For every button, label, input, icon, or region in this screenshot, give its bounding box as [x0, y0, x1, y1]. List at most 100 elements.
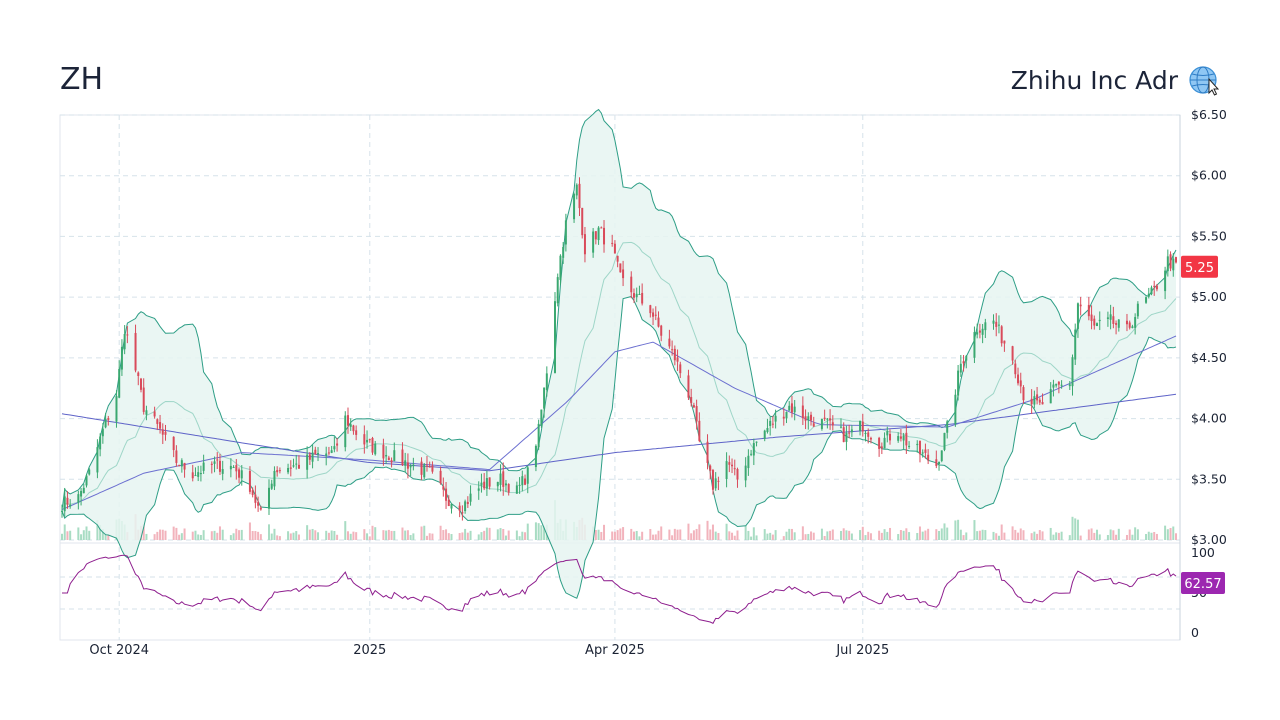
volume-bar [1019, 528, 1022, 540]
candle-body [85, 475, 88, 486]
candle-body [1155, 285, 1158, 290]
candle-body [848, 432, 851, 434]
candle-body [390, 460, 393, 463]
volume-bar [355, 532, 358, 540]
candle-body [477, 488, 480, 491]
candle-body [812, 423, 815, 427]
candle-body [77, 494, 80, 503]
candle-body [869, 437, 872, 440]
candle-body [480, 482, 483, 486]
candle-body [1147, 293, 1150, 297]
candle-body [1145, 297, 1148, 303]
candle-body [850, 429, 853, 433]
candle-body [660, 325, 663, 336]
candle-body [731, 464, 734, 467]
volume-bar [191, 531, 194, 540]
volume-bar [99, 524, 102, 540]
candle-body [619, 263, 622, 273]
candle-body [1068, 384, 1071, 387]
candle-body [139, 378, 142, 390]
candle-body [368, 439, 371, 441]
volume-bar [66, 531, 69, 540]
volume-bar [349, 533, 352, 540]
volume-bar [1147, 531, 1150, 540]
volume-bar [1109, 529, 1112, 540]
candle-body [603, 227, 606, 245]
candle-body [66, 497, 69, 505]
candle-body [183, 462, 186, 470]
volume-bar [254, 531, 257, 540]
volume-bar [270, 533, 273, 540]
candle-body [785, 411, 788, 419]
volume-bar [886, 531, 889, 540]
candle-body [229, 465, 232, 470]
moving-averages [61, 335, 1177, 511]
candle-body [611, 242, 614, 244]
candle-body [450, 504, 453, 509]
volume-bar [518, 536, 521, 540]
candle-body [1112, 316, 1115, 324]
candle-body [946, 421, 949, 433]
volume-bar [690, 533, 693, 540]
candle-body [545, 373, 548, 391]
volume-bar [540, 525, 543, 540]
volume-bar [412, 533, 415, 540]
volume-bar [1030, 533, 1033, 540]
candle-body [197, 472, 200, 477]
volume-bar [336, 534, 339, 540]
candle-body [673, 348, 676, 361]
volume-bar [943, 523, 946, 540]
candle-body [543, 387, 546, 409]
candle-body [374, 443, 377, 455]
candle-body [276, 470, 279, 473]
volume-bar [793, 532, 796, 540]
band-upper [61, 108, 1177, 511]
candle-body [270, 483, 273, 489]
candle-body [80, 490, 83, 497]
candle-body [469, 493, 472, 502]
candle-body [1060, 384, 1063, 386]
candle-body [1011, 346, 1014, 361]
volume-bar [363, 529, 366, 540]
volume-bar [499, 528, 502, 540]
volume-bar [366, 533, 369, 540]
volume-bar [1014, 529, 1017, 540]
candle-body [692, 405, 695, 408]
candle-body [1022, 387, 1025, 401]
candle-body [820, 418, 823, 429]
candle-body [363, 434, 366, 445]
volume-bar [297, 534, 300, 540]
candle-body [123, 334, 126, 350]
candle-body [788, 405, 791, 411]
volume-bar [978, 530, 981, 540]
volume-bar [420, 526, 423, 540]
volume-bar [385, 530, 388, 540]
candle-body [295, 463, 298, 465]
volume-bar [927, 528, 930, 540]
candle-body [120, 346, 123, 370]
volume-bar [1128, 529, 1131, 540]
candle-body [115, 396, 118, 422]
candle-body [1093, 318, 1096, 326]
volume-bar [229, 535, 232, 540]
volume-bar [867, 531, 870, 540]
candle-body [553, 301, 556, 373]
volume-bar [292, 532, 295, 540]
candle-body [101, 428, 104, 437]
volume-bar [839, 530, 842, 540]
volume-bar [161, 529, 164, 540]
volume-bar [1175, 533, 1177, 540]
volume-bar [641, 531, 644, 540]
volume-bar [172, 526, 175, 540]
volume-bar [790, 528, 793, 540]
volume-bars [61, 500, 1177, 540]
volume-bar [597, 529, 600, 540]
candle-body [698, 420, 701, 441]
volume-bar [442, 530, 445, 540]
volume-bar [1038, 530, 1041, 540]
candle-body [404, 460, 407, 466]
candle-body [126, 334, 129, 336]
volume-bar [194, 530, 197, 540]
globe-icon[interactable] [1189, 66, 1220, 96]
